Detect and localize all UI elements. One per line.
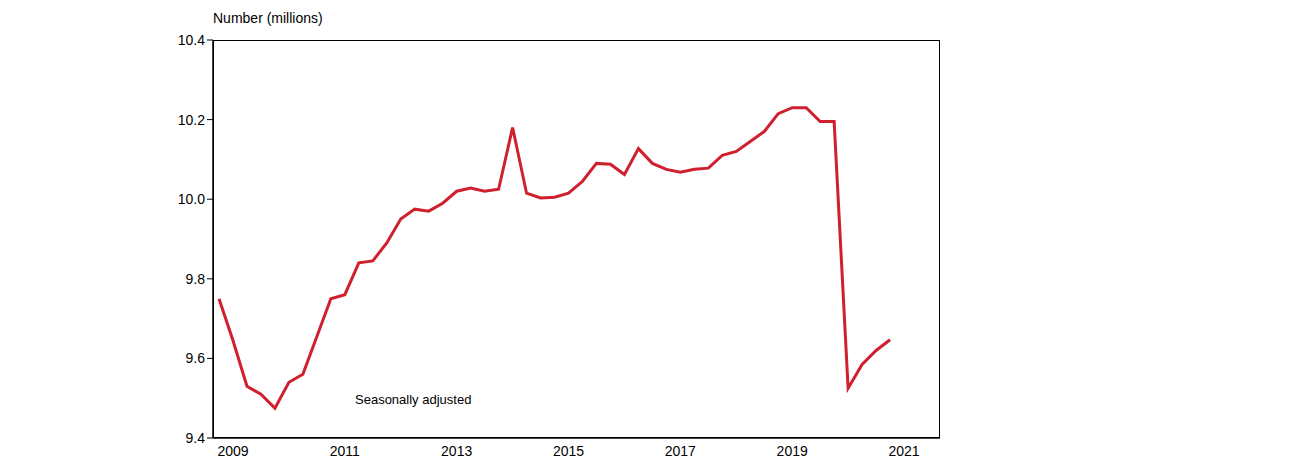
- svg-text:9.4: 9.4: [186, 430, 206, 446]
- svg-text:2017: 2017: [665, 443, 696, 459]
- svg-text:2013: 2013: [441, 443, 472, 459]
- svg-text:2011: 2011: [330, 443, 360, 459]
- svg-text:9.6: 9.6: [186, 350, 206, 366]
- svg-text:2015: 2015: [553, 443, 584, 459]
- svg-text:2021: 2021: [888, 443, 919, 459]
- svg-text:10.4: 10.4: [178, 32, 205, 48]
- html-text:Seasonally adjusted: Seasonally adjusted: [355, 392, 472, 407]
- svg-text:2009: 2009: [217, 443, 248, 459]
- svg-text:2019: 2019: [777, 443, 808, 459]
- svg-text:10.0: 10.0: [178, 191, 205, 207]
- svg-text:10.2: 10.2: [178, 112, 205, 128]
- html-text:Number (millions): Number (millions): [213, 10, 323, 26]
- svg-text:9.8: 9.8: [186, 271, 206, 287]
